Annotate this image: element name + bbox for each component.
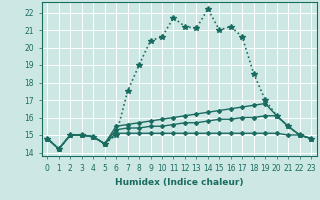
X-axis label: Humidex (Indice chaleur): Humidex (Indice chaleur) [115, 178, 244, 187]
